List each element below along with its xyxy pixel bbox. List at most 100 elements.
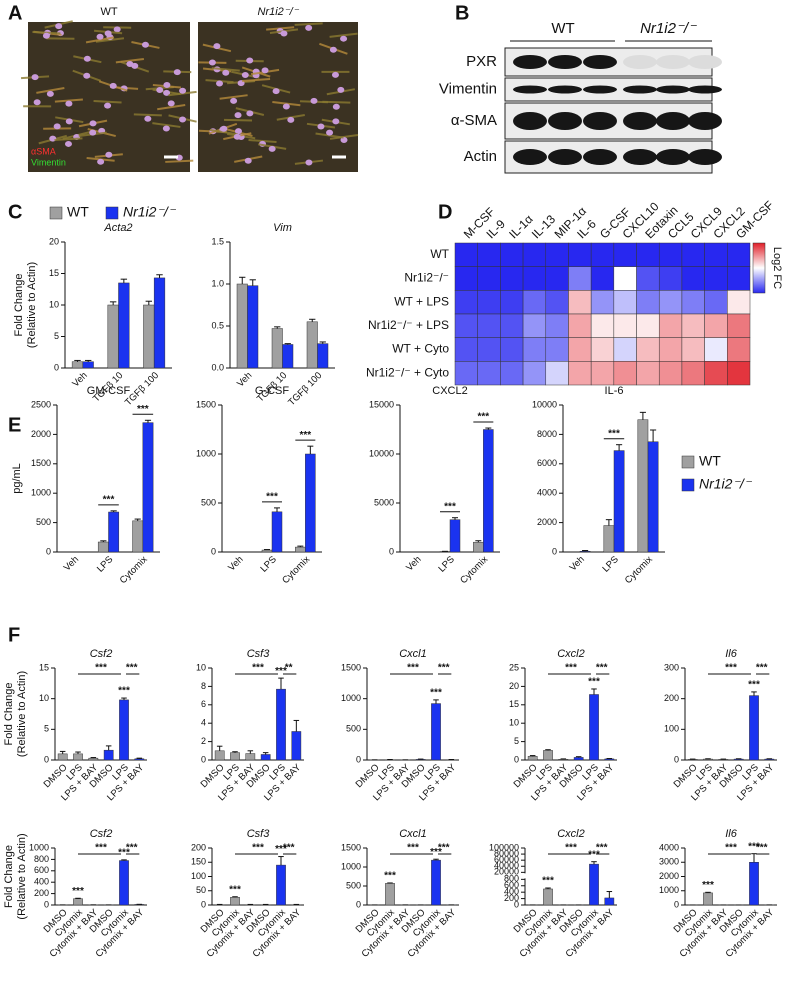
bar xyxy=(613,450,625,553)
x-tick-label: Cytomix xyxy=(623,554,655,586)
nucleus xyxy=(144,115,152,122)
micrograph xyxy=(198,22,358,172)
nucleus xyxy=(246,57,254,64)
significance-label: *** xyxy=(438,843,450,854)
heatmap-cell xyxy=(454,313,478,338)
blot-band xyxy=(548,149,582,165)
blot-band xyxy=(623,55,657,69)
heatmap-cell xyxy=(568,290,592,315)
heatmap-cell xyxy=(681,242,705,267)
nucleus xyxy=(46,90,54,97)
heatmap-cell xyxy=(590,290,615,315)
panel-label: F xyxy=(8,624,20,646)
significance-label: ** xyxy=(285,663,293,674)
y-tick-label: 8 xyxy=(201,681,206,691)
y-tick-label: 10 xyxy=(509,718,519,728)
nucleus xyxy=(104,30,112,37)
blot-band xyxy=(688,112,722,130)
heatmap-cell xyxy=(636,313,660,338)
blot-band xyxy=(688,55,722,69)
blot-band xyxy=(656,85,690,94)
nucleus xyxy=(233,133,241,140)
nucleus xyxy=(179,116,187,123)
y-tick-label: 4000 xyxy=(659,842,679,852)
fiber xyxy=(152,122,181,128)
fiber xyxy=(54,137,83,141)
bar xyxy=(647,441,659,553)
nucleus xyxy=(331,71,339,78)
nucleus xyxy=(113,26,121,33)
heatmap-cell xyxy=(545,266,569,291)
chart-title: Cxcl1 xyxy=(399,648,427,660)
fiber xyxy=(85,36,115,44)
chart-title: Csf3 xyxy=(247,648,271,660)
significance-label: *** xyxy=(702,880,714,891)
heatmap-cell xyxy=(522,361,547,386)
bar xyxy=(603,525,615,553)
y-tick-label: 60000 xyxy=(494,855,519,865)
y-tick-label: 500 xyxy=(201,497,216,507)
heatmap-cell xyxy=(613,361,637,386)
y-axis-label: (Relative to Actin) xyxy=(16,833,28,919)
heatmap-cell xyxy=(454,242,478,267)
bar xyxy=(247,285,259,369)
y-tick-label: 50 xyxy=(196,885,206,895)
nucleus xyxy=(244,157,252,164)
micrograph xyxy=(28,22,190,172)
significance-label: *** xyxy=(118,686,130,697)
heatmap-cell xyxy=(727,266,751,291)
significance-label: *** xyxy=(384,871,396,882)
y-tick-label: 0 xyxy=(44,899,49,909)
bar xyxy=(107,304,119,369)
heatmap-cell xyxy=(568,266,592,291)
bar xyxy=(703,892,713,906)
heatmap-cell xyxy=(545,313,569,338)
y-axis-label: Fold Change xyxy=(3,683,15,746)
significance-label: *** xyxy=(748,841,760,852)
bar xyxy=(431,859,441,906)
heatmap-cell xyxy=(522,266,547,291)
nucleus xyxy=(104,102,112,109)
nucleus xyxy=(126,61,134,68)
bar xyxy=(143,304,155,369)
x-tick-label: TGFβ 100 xyxy=(286,370,324,408)
y-axis-label: Fold Change xyxy=(3,845,15,908)
x-tick-label: Veh xyxy=(404,554,423,573)
y-tick-label: 15 xyxy=(509,699,519,709)
bar xyxy=(71,361,84,369)
y-tick-label: 5 xyxy=(514,736,519,746)
heatmap-cell xyxy=(727,337,751,362)
heatmap-cell xyxy=(658,290,683,315)
axis-gap xyxy=(523,873,527,879)
significance-label: *** xyxy=(444,501,456,512)
blot-band xyxy=(548,55,582,69)
significance-label: *** xyxy=(275,844,287,855)
nucleus xyxy=(305,159,313,166)
heatmap-cell xyxy=(568,313,592,338)
nucleus xyxy=(287,116,295,123)
x-tick-label: Veh xyxy=(62,554,81,573)
nucleus xyxy=(96,33,104,40)
y-tick-label: 600 xyxy=(34,865,49,875)
bar xyxy=(271,511,283,553)
stain-label: αSMA xyxy=(31,146,56,156)
y-tick-label: 15 xyxy=(39,662,49,672)
fiber xyxy=(241,78,271,82)
nucleus xyxy=(340,136,348,143)
heatmap-cell xyxy=(477,290,501,315)
nucleus xyxy=(234,128,242,135)
heatmap-cell xyxy=(636,242,660,267)
chart-title: Il6 xyxy=(725,648,738,660)
blot-band xyxy=(656,55,690,69)
y-tick-label: 500 xyxy=(36,517,51,527)
significance-label: *** xyxy=(252,663,264,674)
bar xyxy=(118,282,130,369)
chart-title: Il6 xyxy=(725,828,738,840)
row-label: Nr1i2⁻/⁻ + Cyto xyxy=(366,365,449,379)
blot-band xyxy=(656,149,690,165)
y-tick-label: 1000 xyxy=(196,448,216,458)
y-tick-label: 200 xyxy=(504,893,519,903)
legend-swatch xyxy=(49,206,63,220)
heatmap-cell xyxy=(545,290,569,315)
heatmap-cell xyxy=(568,337,592,362)
